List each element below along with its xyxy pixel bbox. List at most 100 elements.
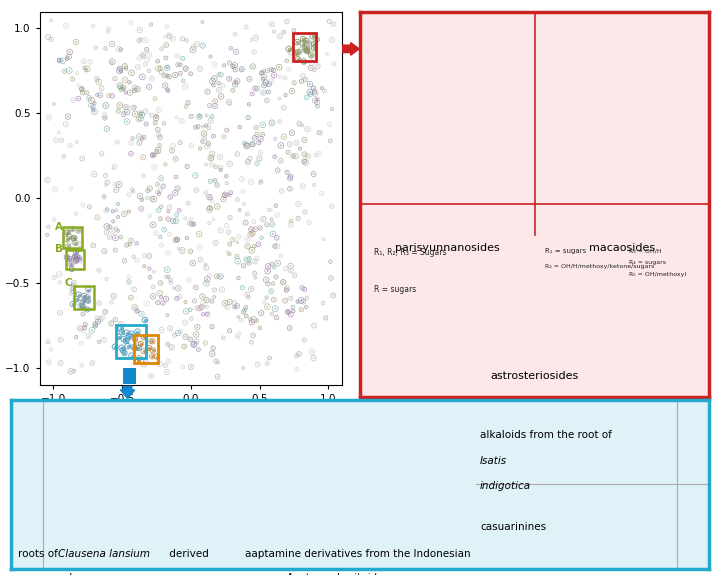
Point [274, 117, 285, 126]
Point [153, 206, 164, 215]
Point [202, 274, 213, 283]
Point [143, 82, 155, 91]
Point [263, 205, 274, 214]
Point [290, 48, 302, 58]
Point [250, 33, 261, 43]
Point [254, 223, 266, 232]
Point [246, 225, 257, 234]
Point [217, 334, 229, 343]
Point [271, 313, 282, 322]
Point [131, 255, 143, 264]
Point [70, 239, 81, 248]
Point [249, 269, 261, 278]
Point [164, 324, 176, 333]
Point [163, 32, 175, 41]
Point [145, 20, 157, 29]
Point [189, 220, 200, 229]
Point [172, 60, 184, 70]
Point [63, 237, 75, 246]
Point [312, 102, 323, 111]
Point [270, 201, 282, 210]
Point [93, 77, 104, 86]
Point [264, 80, 275, 89]
Point [271, 233, 282, 242]
Point [75, 256, 86, 266]
Point [207, 197, 218, 206]
Point [122, 342, 133, 351]
Point [174, 206, 185, 215]
Point [118, 335, 130, 344]
Point [167, 34, 179, 44]
Point [188, 340, 199, 349]
Point [125, 149, 137, 158]
Point [135, 108, 146, 117]
Point [313, 128, 325, 137]
Point [67, 232, 78, 242]
Point [275, 156, 287, 166]
Point [113, 45, 125, 54]
Point [200, 260, 212, 269]
Point [230, 65, 241, 74]
Point [70, 37, 81, 47]
Point [238, 200, 250, 209]
Point [217, 81, 229, 90]
Point [261, 275, 272, 285]
Point [132, 356, 144, 365]
Point [62, 112, 73, 121]
Point [212, 202, 223, 211]
Point [140, 120, 152, 129]
Point [279, 296, 291, 305]
Point [63, 242, 74, 251]
Point [283, 44, 294, 53]
Point [254, 323, 266, 332]
Point [200, 160, 212, 169]
Point [188, 340, 199, 349]
Point [326, 35, 338, 44]
Point [238, 187, 249, 196]
Point [282, 307, 294, 316]
Point [118, 110, 130, 119]
Point [76, 85, 88, 94]
Point [193, 345, 204, 354]
Point [207, 132, 219, 141]
Point [68, 233, 80, 243]
Point [171, 113, 182, 122]
Point [241, 141, 253, 151]
Point [189, 339, 200, 348]
Point [158, 225, 170, 234]
Point [287, 45, 299, 54]
Point [234, 205, 246, 214]
Point [185, 362, 197, 371]
Point [163, 32, 175, 41]
Point [180, 332, 192, 342]
Point [204, 193, 216, 202]
Point [268, 295, 279, 304]
Point [179, 318, 191, 327]
Point [174, 292, 186, 301]
Point [286, 217, 297, 226]
Point [292, 48, 304, 57]
Point [73, 254, 85, 263]
Point [269, 304, 281, 313]
Point [71, 68, 83, 78]
Point [249, 269, 261, 278]
Point [200, 260, 212, 269]
Point [66, 260, 77, 269]
Point [285, 220, 297, 229]
Point [61, 252, 73, 262]
Point [207, 214, 219, 224]
Point [138, 171, 149, 181]
Point [111, 185, 122, 194]
Point [301, 293, 312, 302]
Point [163, 230, 175, 239]
Point [126, 351, 138, 361]
Point [318, 298, 329, 308]
Point [161, 85, 173, 94]
Point [101, 124, 112, 133]
Point [326, 104, 338, 113]
Point [88, 105, 99, 114]
Point [114, 83, 126, 93]
Point [243, 113, 254, 122]
Point [66, 264, 78, 274]
Point [148, 346, 159, 355]
